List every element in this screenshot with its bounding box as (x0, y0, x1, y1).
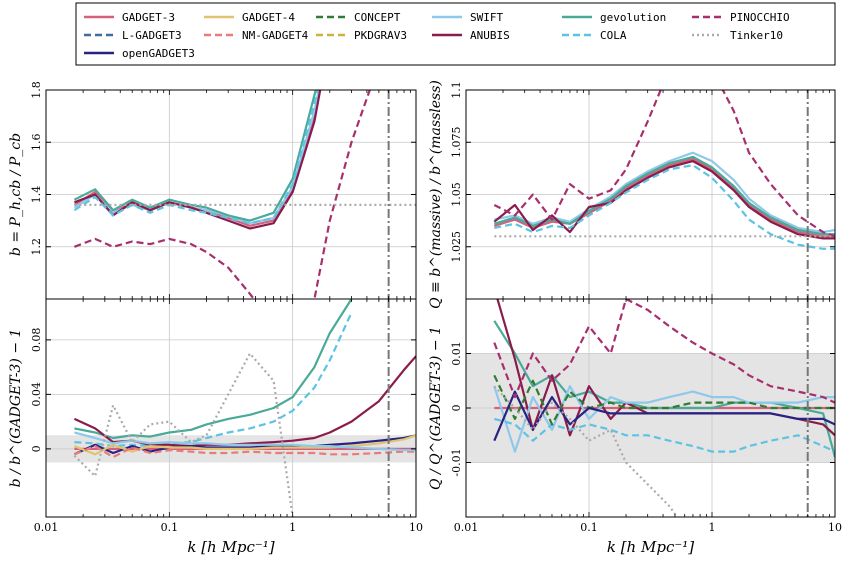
legend-label-opengadget3: openGADGET3 (122, 47, 195, 60)
series-nm-gadget4 (73, 445, 416, 459)
legend-label-cola: COLA (600, 29, 627, 42)
series-anubis (493, 160, 835, 240)
axes-frame (45, 298, 417, 518)
x-tick-label: 10 (828, 521, 842, 534)
series-cola (494, 164, 835, 250)
legend-entry-opengadget3: openGADGET3 (84, 47, 195, 60)
legend-label-anubis: ANUBIS (470, 29, 510, 42)
legend-entry-gadget-3: GADGET-3 (84, 11, 175, 24)
legend-label-swift: SWIFT (470, 11, 503, 24)
series-gadget-4 (73, 434, 416, 456)
legend-entry-nm-gadget4: NM-GADGET4 (204, 29, 309, 42)
panel-bottom-right: -0.01 0 0.01 0.01 0.1 1 10 k [h Mpc⁻¹] Q / Q^(GA… (428, 298, 842, 556)
series-cola (494, 417, 835, 453)
x-tick-label: 0.01 (34, 521, 59, 534)
series-swift (74, 431, 416, 452)
y-tick-label: 1.075 (450, 127, 463, 159)
y-tick-label: 1.025 (450, 231, 463, 263)
y-tick-label: 0.08 (30, 328, 43, 353)
legend-entry-concept: CONCEPT (316, 11, 401, 24)
series-pinocchio (493, 299, 835, 404)
series-gevolution (74, 299, 353, 440)
legend-label-nm-gadget4: NM-GADGET4 (242, 29, 309, 42)
y-tick-label: 0 (30, 445, 43, 452)
legend-entry-gevolution: gevolution (562, 11, 666, 24)
series-swift (493, 385, 835, 453)
y-axis-label: b = P_h,cb / P_cb (8, 133, 24, 256)
y-tick-label: 1.8 (30, 81, 43, 99)
y-tick-label: 1.4 (30, 186, 43, 204)
legend-entry-cola: COLA (562, 29, 627, 42)
legend-entry-gadget-4: GADGET-4 (204, 11, 295, 24)
y-tick-label: 1.6 (30, 134, 43, 152)
series-pinocchio (493, 90, 835, 238)
plot-area-bottom-left (46, 299, 416, 517)
legend-label-gadget-4: GADGET-4 (242, 11, 295, 24)
legend-entry-pkdgrav3: PKDGRAV3 (316, 29, 407, 42)
x-axis-label: k [h Mpc⁻¹] (187, 538, 274, 556)
x-tick-label: 1 (289, 521, 296, 534)
series-swift (73, 90, 320, 225)
y-tick-label: 0.04 (30, 382, 43, 407)
panel-top-left: 1.2 1.4 1.6 1.8 b = P_h,cb / P_cb (8, 81, 417, 300)
series-opengadget3 (493, 390, 835, 442)
legend-label-l-gadget3: L-GADGET3 (122, 29, 182, 42)
legend-label-gevolution: gevolution (600, 11, 666, 24)
legend-entry-swift: SWIFT (432, 11, 503, 24)
legend-entry-pinocchio: PINOCCHIO (692, 11, 790, 24)
series-gadget-3 (73, 90, 321, 227)
legend-label-gadget-3: GADGET-3 (122, 11, 175, 24)
series-gadget-3 (493, 157, 835, 238)
series-concept (493, 374, 835, 426)
x-tick-label: 0.01 (454, 521, 479, 534)
legend-label-pinocchio: PINOCCHIO (730, 11, 790, 24)
y-tick-label: 0.01 (450, 341, 463, 366)
x-axis-label: k [h Mpc⁻¹] (607, 538, 694, 556)
series-cola (74, 312, 353, 448)
legend-entry-tinker10: Tinker10 (692, 29, 783, 42)
series-pinocchio (74, 90, 371, 299)
y-tick-label: -0.01 (450, 448, 463, 476)
x-tick-label: 0.1 (580, 521, 598, 534)
plot-area-top-left (46, 90, 416, 299)
legend-entry-anubis: ANUBIS (432, 29, 510, 42)
plot-area-top-right (466, 90, 835, 299)
legend-label-concept: CONCEPT (354, 11, 401, 24)
y-tick-label: 0 (450, 405, 463, 412)
panel-top-right: 1.025 1.05 1.075 1.1 Q ≡ b^(massive) / b^(ma… (428, 80, 836, 309)
legend-label-pkdgrav3: PKDGRAV3 (354, 29, 407, 42)
series-opengadget3 (73, 434, 416, 456)
legend-entry-l-gadget3: L-GADGET3 (84, 29, 182, 42)
legend: GADGET-3 L-GADGET3 openGADGET3 GADGET-4 NM-G… (75, 2, 836, 66)
x-tick-label: 10 (409, 521, 423, 534)
panel-bottom-left: 0 0.04 0.08 0.01 0.1 1 10 k [h Mpc⁻¹] b / b^(GAD… (8, 298, 423, 556)
y-axis-label: Q ≡ b^(massive) / b^(massless) (428, 80, 444, 309)
x-tick-label: 1 (709, 521, 716, 534)
series-anubis (74, 90, 322, 230)
series-tinker10 (493, 385, 679, 517)
y-tick-label: 1.2 (30, 238, 43, 256)
y-tick-label: 1.05 (450, 182, 463, 207)
series-anubis (73, 355, 416, 448)
series-gevolution (73, 90, 317, 222)
legend-label-tinker10: Tinker10 (730, 29, 783, 42)
plot-area-bottom-right (466, 299, 835, 517)
y-axis-label: b / b^(GADGET-3) − 1 (8, 329, 24, 488)
series-gevolution (493, 155, 835, 236)
x-tick-label: 0.1 (161, 521, 179, 534)
y-tick-label: 1.1 (450, 81, 463, 99)
y-axis-label: Q / Q^(GADGET-3) − 1 (428, 326, 444, 490)
